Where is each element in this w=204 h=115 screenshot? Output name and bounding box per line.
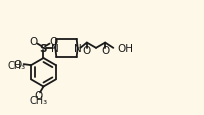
Text: N: N (51, 43, 59, 53)
Text: S: S (40, 43, 47, 53)
Text: O: O (50, 36, 58, 46)
Text: O: O (101, 46, 109, 56)
Text: O: O (82, 46, 91, 56)
Text: CH₃: CH₃ (7, 60, 25, 70)
Text: O: O (29, 36, 37, 46)
Text: OH: OH (116, 43, 132, 53)
Text: N: N (73, 43, 81, 53)
Text: CH₃: CH₃ (29, 95, 47, 105)
Text: O: O (34, 91, 42, 101)
Text: O: O (13, 60, 21, 70)
